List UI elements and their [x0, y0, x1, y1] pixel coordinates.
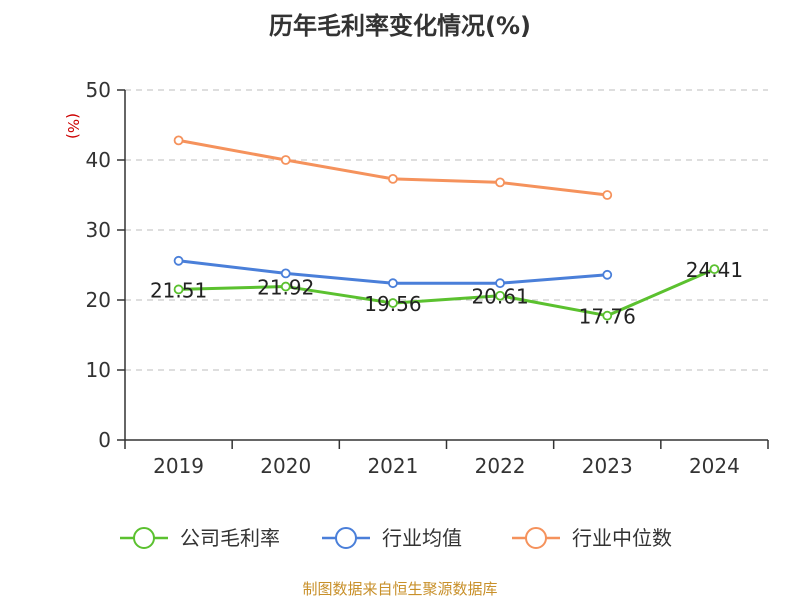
legend-label: 行业中位数 — [572, 526, 672, 550]
series-1: 21.51 21.92 19.56 20.61 17.76 24.41 — [150, 258, 743, 329]
data-source: 制图数据来自恒生聚源数据库 — [302, 580, 497, 598]
x-tick-label: 2020 — [260, 454, 311, 478]
series-3 — [173, 135, 613, 200]
data-point — [495, 290, 505, 301]
data-label: 17.76 — [579, 305, 636, 329]
legend-item: 行业均值 — [322, 526, 462, 550]
data-label: 21.92 — [257, 276, 314, 300]
x-tick-label: 2024 — [689, 454, 740, 478]
data-point — [602, 269, 613, 280]
data-point — [173, 135, 184, 146]
data-point — [388, 173, 398, 184]
data-label: 21.51 — [150, 278, 207, 302]
legend-item: 行业中位数 — [512, 526, 672, 550]
y-tick-label: 50 — [86, 78, 111, 102]
data-point — [280, 155, 291, 165]
data-label: 19.56 — [364, 292, 421, 316]
data-point — [495, 177, 505, 188]
data-point — [173, 284, 184, 295]
y-tick-label: 0 — [98, 428, 111, 452]
data-point — [173, 255, 184, 266]
chart-title: 历年毛利率变化情况(%) — [269, 12, 531, 40]
grid-lines — [125, 89, 768, 371]
data-point — [602, 190, 613, 200]
x-tick-label: 2019 — [153, 454, 204, 478]
legend-marker — [525, 527, 547, 549]
series-2 — [173, 255, 613, 289]
data-point — [709, 264, 720, 275]
data-label: 20.61 — [471, 285, 528, 309]
x-tick-label: 2023 — [582, 454, 633, 478]
data-label: 24.41 — [686, 258, 743, 282]
x-tick-label: 2021 — [367, 454, 418, 478]
axes: 0 10 20 30 40 50 2019 2020 2021 2022 2023 2024 — [86, 78, 769, 478]
y-tick-label: 30 — [86, 218, 111, 242]
legend-label: 公司毛利率 — [180, 526, 280, 550]
y-axis-unit: (%) — [64, 113, 82, 139]
y-tick-label: 20 — [86, 288, 111, 312]
data-point — [602, 310, 613, 321]
legend-marker — [133, 527, 155, 549]
legend-item: 公司毛利率 — [120, 526, 280, 550]
legend-label: 行业均值 — [382, 526, 462, 550]
y-tick-label: 40 — [86, 148, 111, 172]
y-tick-label: 10 — [86, 358, 111, 382]
data-point — [388, 278, 398, 289]
series-line — [178, 267, 716, 318]
data-point — [495, 278, 505, 289]
legend: 公司毛利率 行业均值 行业中位数 — [120, 526, 672, 550]
data-point — [388, 298, 398, 308]
series-line — [178, 138, 608, 197]
legend-marker — [335, 527, 357, 549]
data-point — [280, 281, 291, 292]
data-point — [280, 268, 291, 279]
x-tick-label: 2022 — [475, 454, 526, 478]
series-layer: 21.51 21.92 19.56 20.61 17.76 24.41 — [150, 135, 743, 329]
